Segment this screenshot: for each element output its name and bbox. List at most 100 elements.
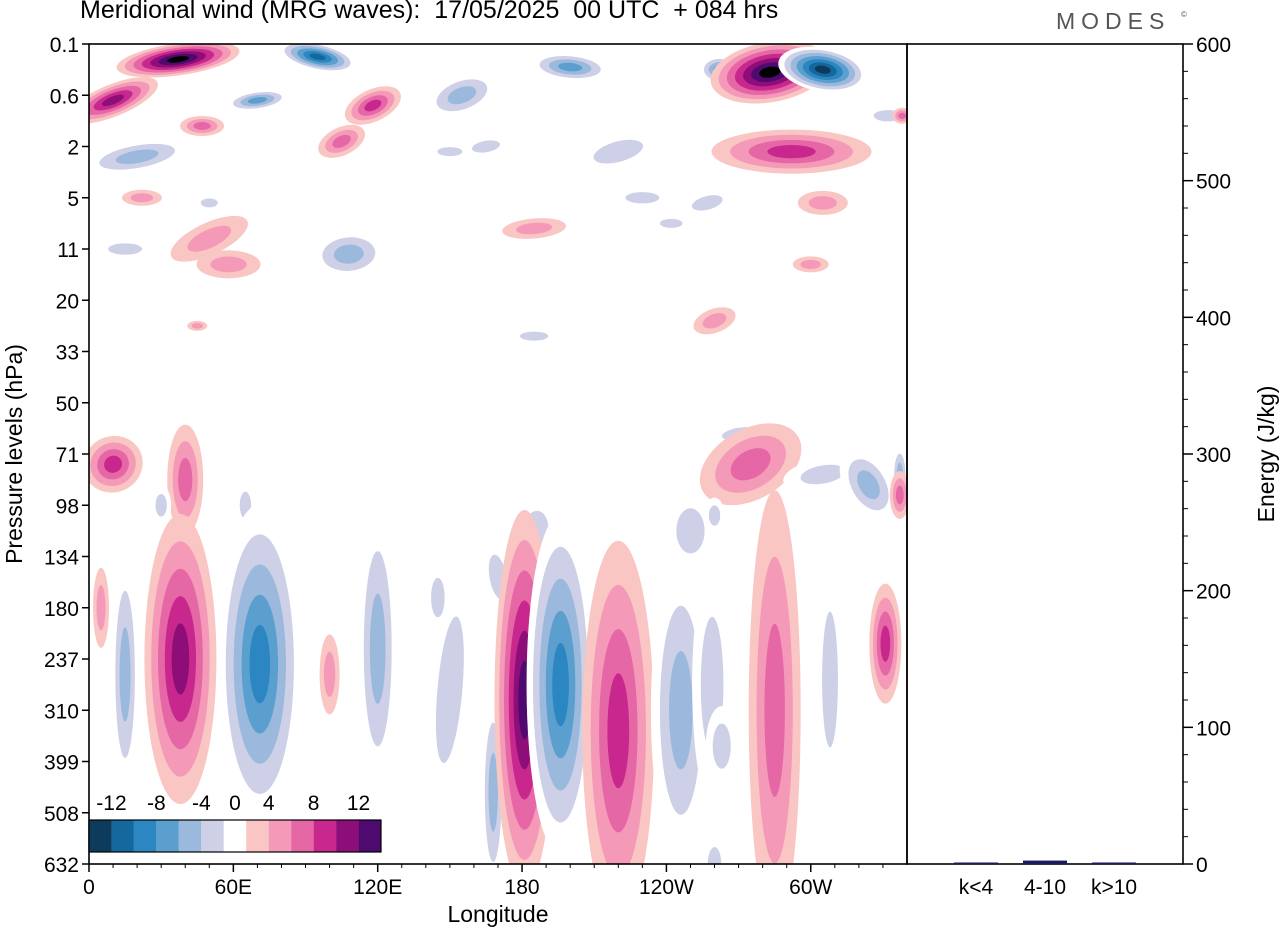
contour-shape xyxy=(333,244,364,264)
brand-copyright: © xyxy=(1181,10,1187,19)
contour-shape xyxy=(519,331,549,341)
contour-shape xyxy=(249,624,271,704)
contour-shape xyxy=(108,243,143,255)
energy-tick-label: 600 xyxy=(1196,34,1231,57)
contour-shape xyxy=(488,752,498,832)
contour-shape xyxy=(96,585,106,631)
colorbar-label: -4 xyxy=(192,792,211,815)
contour-shape xyxy=(187,225,232,252)
contour-shape xyxy=(130,193,154,203)
colorbar-label: 12 xyxy=(347,792,370,815)
contour-field xyxy=(89,44,907,864)
contour-shape xyxy=(712,723,731,769)
contour-shape xyxy=(435,616,464,763)
contour-shape xyxy=(332,134,351,148)
contour-shape xyxy=(898,112,907,119)
contour-shape xyxy=(808,196,837,210)
pressure-tick-label: 399 xyxy=(44,752,79,775)
energy-bars xyxy=(954,860,1136,864)
contour-shape xyxy=(857,470,880,500)
contour-shape xyxy=(730,448,771,481)
energy-bar xyxy=(1092,862,1136,864)
contour-shape xyxy=(625,192,660,204)
x-axis-label: Longitude xyxy=(447,901,548,927)
pressure-tick-label: 98 xyxy=(56,495,79,518)
contour-shape xyxy=(800,464,846,485)
contour-shape xyxy=(364,99,382,112)
colorbar-swatch xyxy=(201,820,224,852)
pressure-tick-label: 11 xyxy=(57,239,79,262)
contour-shape xyxy=(702,313,727,329)
contour-shape xyxy=(676,508,705,554)
contour-shape xyxy=(822,611,838,748)
colorbar-swatch xyxy=(156,820,179,852)
longitude-tick-label: 60E xyxy=(215,876,252,899)
contour-shape xyxy=(472,140,500,153)
longitude-tick-label: 120E xyxy=(353,876,402,899)
colorbar-swatch xyxy=(223,820,247,852)
pressure-tick-label: 71 xyxy=(56,444,79,467)
contour-shape xyxy=(447,86,477,105)
energy-bar xyxy=(1023,860,1067,864)
colorbar-swatch xyxy=(313,820,337,852)
contour-shape xyxy=(309,53,326,61)
energy-bar xyxy=(954,862,998,864)
energy-category-label: 4-10 xyxy=(1024,876,1066,899)
colorbar-label: 0 xyxy=(229,792,241,815)
contour-shape xyxy=(171,623,190,695)
pressure-tick-label: 20 xyxy=(56,290,79,313)
contour-shape xyxy=(607,673,630,789)
energy-axis: 0 100 200 300 400 500 600 xyxy=(1183,34,1231,877)
colorbar-swatch xyxy=(89,820,112,852)
contour-shape xyxy=(369,593,386,704)
energy-axis-label: Energy (J/kg) xyxy=(1253,386,1279,523)
colorbar-label: -12 xyxy=(96,792,126,815)
contour-shape xyxy=(191,323,203,329)
pressure-tick-label: 508 xyxy=(44,803,79,826)
colorbar-label: 8 xyxy=(308,792,320,815)
energy-tick-label: 0 xyxy=(1196,854,1208,877)
colorbar-border xyxy=(88,819,382,853)
colorbar-swatch xyxy=(246,820,269,852)
colorbar-swatch xyxy=(178,820,202,852)
colorbar: -12 -8 -4 0 4 8 12 xyxy=(88,792,382,853)
contour-shape xyxy=(437,147,463,157)
contour-shape xyxy=(323,651,336,697)
colorbar-swatch xyxy=(268,820,292,852)
contour-shape xyxy=(115,149,159,165)
pressure-tick-label: 180 xyxy=(44,598,79,621)
contour-shape xyxy=(800,259,821,269)
contour-shape xyxy=(708,505,721,526)
contour-shape xyxy=(104,455,123,473)
energy-tick-label: 200 xyxy=(1196,581,1231,604)
brand-logo: MODES xyxy=(1056,8,1171,34)
contour-shape xyxy=(247,97,268,104)
contour-shape xyxy=(691,195,723,211)
pressure-axis: 0.1 0.6 2 5 11 20 33 50 71 98 134 180 237 310 399 508 63… xyxy=(44,34,89,877)
energy-tick-label: 100 xyxy=(1196,717,1231,740)
contour-shape xyxy=(707,847,722,864)
pressure-tick-label: 5 xyxy=(67,188,79,211)
longitude-tick-label: 60W xyxy=(789,876,832,899)
pressure-tick-label: 632 xyxy=(44,854,79,877)
contour-shape xyxy=(119,627,131,722)
colorbar-swatch xyxy=(358,820,381,852)
contour-shape xyxy=(669,651,693,770)
contour-shape xyxy=(558,62,583,72)
longitude-tick-label: 0 xyxy=(83,876,95,899)
contour-shape xyxy=(895,485,904,505)
contour-shape xyxy=(593,139,644,164)
pressure-tick-label: 2 xyxy=(67,137,79,160)
contour-shape xyxy=(210,256,247,273)
energy-tick-label: 500 xyxy=(1196,171,1231,194)
contour-shape xyxy=(767,144,816,159)
pressure-tick-label: 50 xyxy=(56,393,79,416)
contour-shape xyxy=(880,625,891,662)
pressure-tick-label: 134 xyxy=(44,547,79,570)
pressure-tick-label: 33 xyxy=(56,342,79,365)
contour-shape xyxy=(814,65,831,74)
energy-tick-label: 300 xyxy=(1196,444,1231,467)
contour-shape xyxy=(659,218,683,228)
colorbar-swatch xyxy=(133,820,157,852)
energy-categories: k<4 4-10 k>10 xyxy=(959,876,1137,899)
